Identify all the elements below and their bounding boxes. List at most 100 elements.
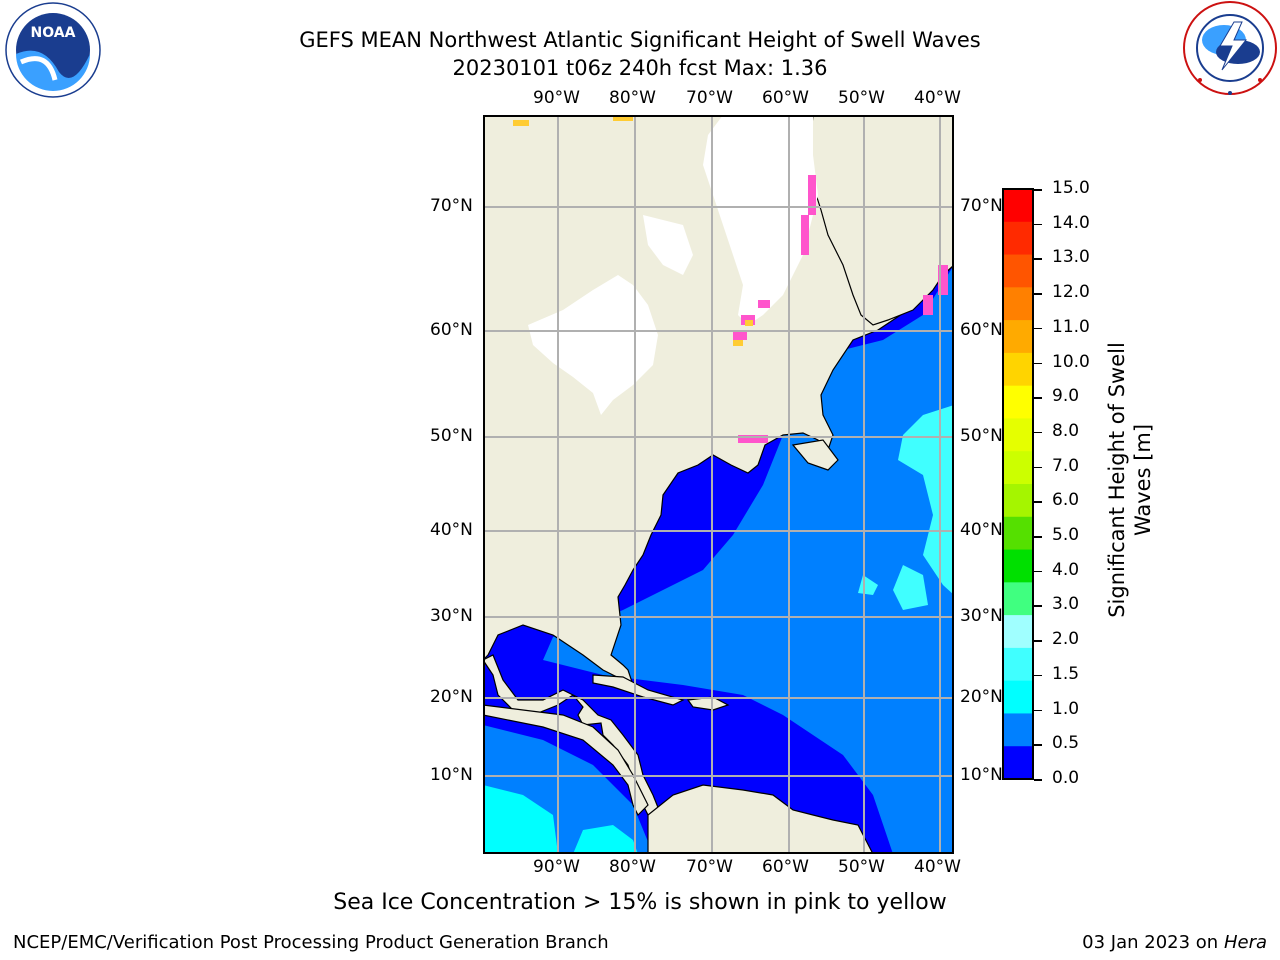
- colorbar-tick-mark: [1034, 431, 1042, 434]
- south-america-land: [647, 784, 874, 854]
- colorbar-swatch: [1003, 582, 1033, 616]
- colorbar-tick-label: 7.0: [1052, 455, 1080, 476]
- colorbar-tick-mark: [1034, 779, 1042, 781]
- colorbar-tick-mark: [1034, 223, 1042, 226]
- colorbar-tick-label: 6.0: [1052, 490, 1080, 511]
- footer-branch: NCEP/EMC/Verification Post Processing Pr…: [13, 932, 609, 953]
- foxe-basin-ice: [643, 215, 693, 275]
- colorbar-swatch: [1003, 484, 1033, 518]
- lon-label-bottom-70w: 70°W: [686, 857, 733, 877]
- colorbar-label-line-2: Waves [m]: [1131, 424, 1155, 536]
- colorbar-tick-label: 3.0: [1052, 594, 1080, 615]
- noaa-logo: NOAA: [5, 2, 101, 98]
- colorbar-swatch: [1003, 352, 1033, 387]
- colorbar-tick-label: 11.0: [1052, 316, 1090, 337]
- lat-label-left-50n: 50°N: [430, 426, 473, 446]
- colorbar-tick-label: 4.0: [1052, 559, 1080, 580]
- colorbar-swatch: [1003, 189, 1033, 223]
- colorbar-tick-label: 14.0: [1052, 212, 1090, 233]
- colorbar-swatch: [1003, 254, 1033, 288]
- lat-label-right-60n: 60°N: [960, 320, 1003, 340]
- colorbar-swatch: [1003, 746, 1033, 780]
- colorbar-tick-label: 12.0: [1052, 282, 1090, 303]
- colorbar-tick-mark: [1034, 640, 1042, 642]
- lat-label-left-40n: 40°N: [430, 520, 473, 540]
- lat-label-right-70n: 70°N: [960, 196, 1003, 216]
- hudson-bay-ice: [528, 275, 658, 415]
- lat-label-left-60n: 60°N: [430, 320, 473, 340]
- colorbar-swatch: [1003, 615, 1033, 649]
- colorbar-tick-mark: [1034, 397, 1042, 399]
- lon-label-bottom-60w: 60°W: [762, 857, 809, 877]
- colorbar: [1002, 188, 1034, 780]
- title-line-1: GEFS MEAN Northwest Atlantic Significant…: [299, 28, 981, 52]
- colorbar-frame: [1002, 188, 1034, 780]
- newfoundland-land: [791, 439, 839, 471]
- nws-logo: [1183, 1, 1277, 95]
- colorbar-label-line-1: Significant Height of Swell: [1105, 342, 1129, 618]
- atlantic-cyan-patch: [858, 405, 954, 610]
- colorbar-swatch: [1003, 451, 1033, 485]
- colorbar-tick-label: 10.0: [1052, 351, 1090, 372]
- sea-ice-edge-yellow: [513, 115, 753, 346]
- lon-label-top-70w: 70°W: [686, 88, 733, 108]
- colorbar-tick-mark: [1034, 501, 1042, 503]
- colorbar-swatch: [1003, 549, 1033, 583]
- north-america-land: [483, 115, 954, 687]
- colorbar-swatch: [1003, 385, 1033, 419]
- colorbar-swatch: [1003, 418, 1033, 452]
- lat-label-left-20n: 20°N: [430, 687, 473, 707]
- colorbar-tick-mark: [1034, 674, 1042, 677]
- colorbar-tick-mark: [1034, 466, 1042, 469]
- colorbar-tick-label: 1.5: [1052, 663, 1080, 684]
- lon-label-bottom-90w: 90°W: [533, 857, 580, 877]
- colorbar-tick-mark: [1034, 189, 1042, 191]
- map-panel: [483, 115, 954, 854]
- footer-host: Hera: [1223, 932, 1267, 953]
- lon-label-bottom-40w: 40°W: [914, 857, 961, 877]
- colorbar-swatch: [1003, 221, 1033, 256]
- colorbar-tick-label: 8.0: [1052, 420, 1080, 441]
- lat-label-right-10n: 10°N: [960, 765, 1003, 785]
- lon-label-top-90w: 90°W: [533, 88, 580, 108]
- lat-label-right-30n: 30°N: [960, 606, 1003, 626]
- colorbar-swatch: [1003, 713, 1033, 747]
- map-graticule: [483, 115, 954, 854]
- footer-date-text: 03 Jan 2023 on: [1082, 932, 1224, 953]
- colorbar-tick-mark: [1034, 570, 1042, 573]
- lon-label-top-50w: 50°W: [838, 88, 885, 108]
- lat-label-right-50n: 50°N: [960, 426, 1003, 446]
- pacific-high-swell: [483, 785, 638, 854]
- colorbar-tick-mark: [1034, 362, 1042, 365]
- noaa-logo-text: NOAA: [31, 25, 76, 41]
- colorbar-tick-label: 13.0: [1052, 247, 1090, 268]
- colorbar-tick-mark: [1034, 605, 1042, 607]
- colorbar-tick-label: 15.0: [1052, 178, 1090, 198]
- lon-label-top-40w: 40°W: [914, 88, 961, 108]
- colorbar-swatch: [1003, 516, 1033, 551]
- colorbar-tick-label: 1.0: [1052, 698, 1080, 719]
- lat-label-left-30n: 30°N: [430, 606, 473, 626]
- ocean-mid-swell: [543, 265, 954, 854]
- colorbar-tick-label: 5.0: [1052, 525, 1080, 546]
- colorbar-tick-mark: [1034, 536, 1042, 538]
- colorbar-tick-label: 0.5: [1052, 733, 1080, 754]
- lon-label-top-60w: 60°W: [762, 88, 809, 108]
- colorbar-swatch: [1003, 287, 1033, 321]
- lat-label-left-10n: 10°N: [430, 765, 473, 785]
- colorbar-label: Significant Height of Swell Waves [m]: [1100, 200, 1164, 760]
- lon-label-bottom-50w: 50°W: [838, 857, 885, 877]
- central-america-isthmus-land: [483, 704, 649, 817]
- lat-label-right-40n: 40°N: [960, 520, 1003, 540]
- lon-label-top-80w: 80°W: [609, 88, 656, 108]
- colorbar-tick-mark: [1034, 258, 1042, 260]
- lat-label-right-20n: 20°N: [960, 687, 1003, 707]
- title-line-2: 20230101 t06z 240h fcst Max: 1.36: [452, 56, 828, 80]
- lat-label-left-70n: 70°N: [430, 196, 473, 216]
- sea-ice-caption: Sea Ice Concentration > 15% is shown in …: [333, 890, 947, 915]
- footer-date: 03 Jan 2023 on Hera: [1082, 932, 1267, 953]
- colorbar-tick-mark: [1034, 744, 1042, 746]
- colorbar-swatch: [1003, 647, 1033, 682]
- lon-label-bottom-80w: 80°W: [609, 857, 656, 877]
- colorbar-tick-label: 9.0: [1052, 386, 1080, 407]
